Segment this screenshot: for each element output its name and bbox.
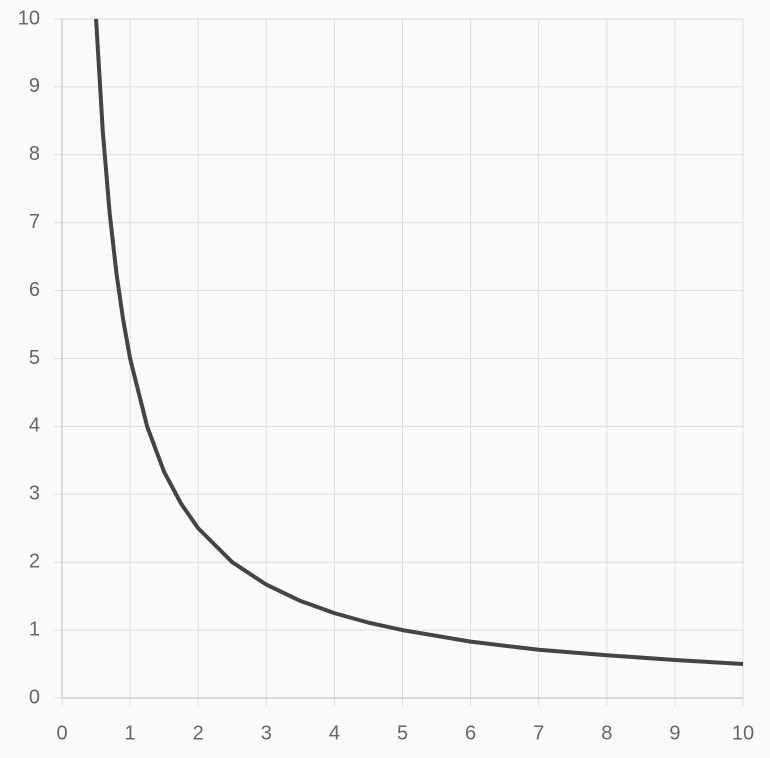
x-tick-label: 9 (669, 722, 680, 744)
x-tick-label: 6 (465, 722, 476, 744)
x-tick-label: 8 (601, 722, 612, 744)
y-tick-label: 3 (29, 483, 40, 505)
x-tick-label: 10 (732, 722, 754, 744)
x-tick-label: 0 (56, 722, 67, 744)
x-tick-label: 2 (193, 722, 204, 744)
y-tick-label: 9 (29, 75, 40, 97)
y-tick-label: 1 (29, 618, 40, 640)
line (94, 18, 744, 667)
x-tick-label: 3 (261, 722, 272, 744)
y-tick-label: 7 (29, 211, 40, 233)
x-tick-label: 7 (533, 722, 544, 744)
y-tick-label: 10 (18, 7, 40, 29)
y-tick-label: 2 (29, 550, 40, 572)
y-tick-label: 5 (29, 347, 40, 369)
x-tick-label: 1 (125, 722, 136, 744)
y-tick-label: 8 (29, 143, 40, 165)
y-tick-label: 0 (29, 686, 40, 708)
y-tick-label: 4 (29, 415, 40, 437)
x-tick-label: 4 (329, 722, 340, 744)
y-tick-label: 6 (29, 279, 40, 301)
x-tick-label: 5 (397, 722, 408, 744)
